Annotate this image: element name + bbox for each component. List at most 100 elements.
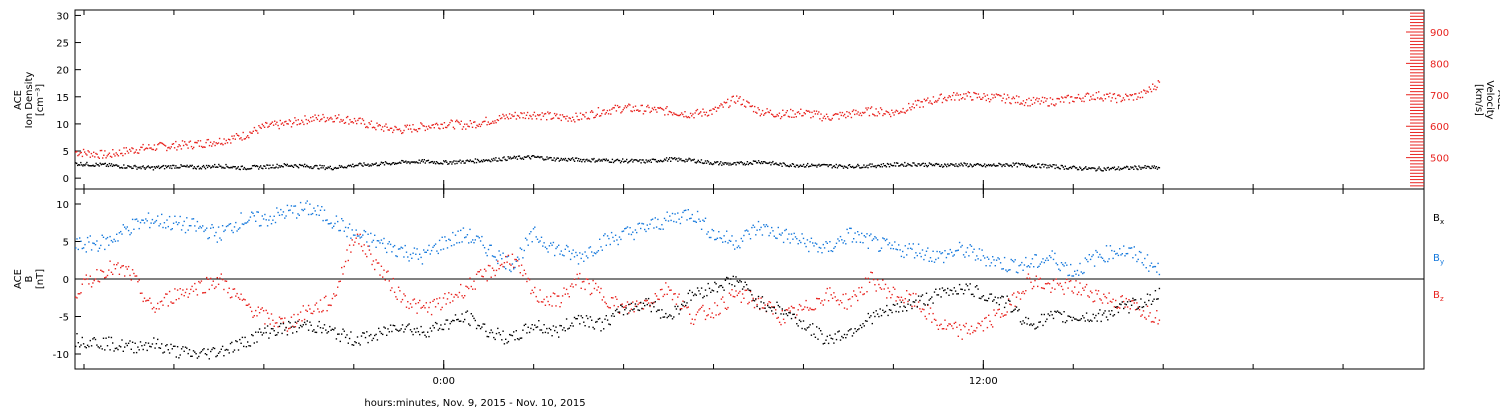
velocity-point bbox=[217, 142, 220, 144]
density-point bbox=[651, 158, 653, 160]
bx-point bbox=[142, 348, 144, 351]
bz-point bbox=[834, 296, 836, 298]
density-point bbox=[409, 162, 411, 165]
density-point bbox=[1079, 166, 1081, 168]
by-point bbox=[816, 243, 818, 245]
bz-point bbox=[190, 288, 192, 291]
by-point bbox=[1134, 254, 1137, 256]
density-point bbox=[1069, 166, 1072, 168]
velocity-point bbox=[1130, 94, 1132, 97]
by-point bbox=[771, 226, 773, 229]
density-point bbox=[1008, 165, 1010, 167]
bx-point bbox=[338, 333, 340, 335]
bx-point bbox=[262, 332, 265, 334]
velocity-point bbox=[1032, 96, 1035, 99]
velocity-point bbox=[1011, 98, 1013, 100]
velocity-point bbox=[755, 111, 757, 113]
by-point bbox=[961, 244, 963, 247]
bz-point bbox=[567, 293, 569, 295]
bz-point bbox=[1055, 278, 1057, 280]
velocity-point bbox=[468, 125, 470, 128]
density-point bbox=[634, 159, 636, 161]
bz-point bbox=[870, 271, 872, 273]
bx-point bbox=[225, 348, 228, 351]
density-point bbox=[1068, 167, 1071, 169]
by-point bbox=[413, 247, 416, 249]
bx-point bbox=[939, 288, 941, 290]
bz-point bbox=[240, 293, 242, 295]
bx-point bbox=[708, 287, 711, 290]
velocity-point bbox=[1033, 102, 1036, 104]
bx-point bbox=[1087, 319, 1089, 321]
density-point bbox=[249, 168, 252, 170]
bx-point bbox=[131, 341, 134, 343]
by-point bbox=[764, 225, 766, 228]
velocity-point bbox=[265, 121, 267, 124]
velocity-point bbox=[612, 107, 614, 109]
bz-point bbox=[609, 307, 611, 309]
by-point bbox=[661, 224, 663, 226]
velocity-point bbox=[122, 154, 124, 157]
bz-point bbox=[288, 327, 290, 330]
bz-point bbox=[1080, 294, 1082, 296]
density-point bbox=[245, 168, 248, 171]
magnetic-field-axis-label: ACE B [nT] bbox=[13, 269, 46, 289]
velocity-point bbox=[462, 126, 465, 128]
by-point bbox=[1042, 258, 1044, 260]
bx-point bbox=[321, 331, 323, 334]
bx-point bbox=[737, 281, 740, 283]
bx-point bbox=[309, 321, 311, 323]
bx-point bbox=[1015, 306, 1018, 308]
bz-point bbox=[978, 323, 981, 325]
bz-point bbox=[556, 295, 558, 297]
density-point bbox=[1027, 165, 1030, 167]
by-point bbox=[977, 258, 979, 260]
bz-point bbox=[854, 294, 856, 296]
bx-point bbox=[884, 310, 887, 313]
bx-point bbox=[994, 296, 996, 298]
by-point bbox=[186, 217, 188, 219]
density-point bbox=[692, 159, 694, 161]
density-point bbox=[410, 161, 412, 163]
bz-point bbox=[554, 293, 556, 295]
density-point bbox=[420, 160, 422, 162]
bx-point bbox=[159, 347, 162, 349]
by-point bbox=[1037, 266, 1039, 268]
density-point bbox=[1034, 164, 1036, 167]
bx-point bbox=[427, 331, 429, 333]
bx-point bbox=[573, 316, 576, 319]
bz-point bbox=[527, 277, 529, 280]
by-point bbox=[116, 233, 118, 235]
by-point bbox=[744, 230, 746, 232]
bx-point bbox=[1039, 321, 1041, 323]
density-point bbox=[887, 163, 890, 166]
velocity-point bbox=[674, 113, 676, 115]
bz-point bbox=[686, 307, 688, 309]
by-point bbox=[1083, 271, 1085, 274]
by-point bbox=[1130, 247, 1133, 249]
bz-point bbox=[917, 301, 920, 303]
bx-point bbox=[461, 313, 463, 315]
by-point bbox=[515, 260, 517, 262]
velocity-point bbox=[665, 107, 667, 110]
density-point bbox=[411, 161, 413, 163]
by-point bbox=[1100, 256, 1102, 258]
bx-point bbox=[760, 301, 762, 303]
by-point bbox=[629, 227, 631, 229]
density-point bbox=[639, 159, 641, 161]
density-point bbox=[1075, 167, 1078, 169]
density-point bbox=[577, 160, 579, 162]
velocity-point bbox=[1135, 93, 1137, 95]
density-point bbox=[386, 162, 389, 165]
by-point bbox=[260, 224, 262, 227]
bz-point bbox=[689, 313, 691, 315]
density-point bbox=[624, 160, 626, 162]
bx-point bbox=[1003, 306, 1006, 309]
bx-point bbox=[821, 333, 823, 335]
by-point bbox=[145, 218, 147, 220]
bz-point bbox=[555, 305, 557, 307]
density-point bbox=[395, 162, 397, 164]
density-point bbox=[740, 161, 742, 163]
bx-point bbox=[655, 310, 658, 313]
by-point bbox=[755, 234, 757, 236]
